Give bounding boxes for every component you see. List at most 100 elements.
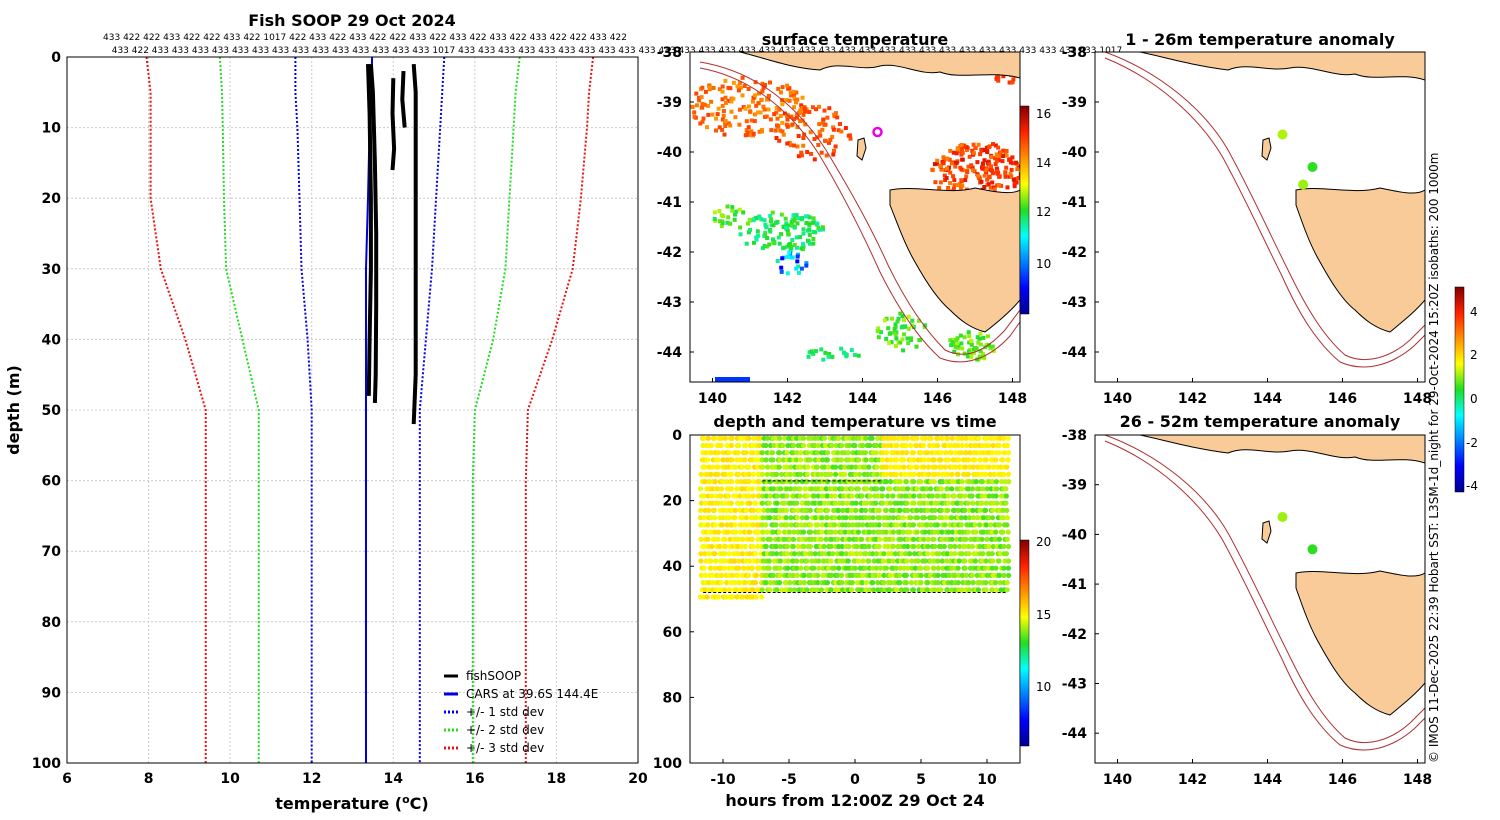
depthtime-point [993, 479, 1000, 485]
depthtime-point [877, 536, 883, 542]
sst-pixel [777, 138, 782, 143]
sst-ytick-label: -40 [657, 145, 683, 161]
depthtime-point [922, 435, 928, 441]
depthtime-point [929, 493, 935, 499]
depthtime-point [718, 565, 724, 571]
depthtime-point [951, 493, 958, 499]
depthtime-point [751, 435, 757, 441]
depthtime-point [965, 500, 971, 506]
anomaly1-xtick-label: 148 [1403, 391, 1432, 407]
depthtime-point [897, 464, 903, 470]
sst-pixel [770, 210, 775, 215]
anomaly2-ytick-label: -39 [1062, 478, 1087, 494]
depthtime-point [842, 471, 848, 477]
depthtime-point [860, 572, 866, 579]
anomaly1-point [1307, 162, 1318, 172]
sst-pixel [879, 330, 883, 335]
depthtime-point [889, 551, 895, 557]
depthtime-point [981, 529, 987, 535]
anomaly2-ytick-label: -42 [1062, 627, 1087, 643]
sst-pixel [817, 104, 822, 109]
depthtime-point [770, 572, 776, 579]
mainland-australia [739, 52, 1020, 79]
sst-pixel [778, 114, 783, 118]
depthtime-point [763, 522, 769, 528]
depthtime-point [774, 500, 780, 506]
sst-pixel [991, 171, 995, 176]
depthtime-point [697, 515, 704, 521]
sst-ytick-label: -44 [657, 345, 683, 361]
depthtime-point [914, 464, 920, 470]
depthtime-point [781, 500, 787, 506]
profile-xtick-label: 8 [144, 771, 154, 787]
depthtime-point [908, 515, 914, 521]
depthtime-point [739, 464, 745, 470]
depthtime-point [859, 507, 865, 513]
profile-title: Fish SOOP 29 Oct 2024 [248, 11, 456, 30]
sst-pixel [694, 103, 699, 108]
sst-pixel [753, 80, 758, 85]
depthtime-point [709, 493, 715, 499]
depthtime-point [823, 536, 829, 542]
depthtime-point [1006, 572, 1012, 579]
sst-pixel [812, 137, 817, 141]
depthtime-point [980, 464, 986, 470]
depthtime-point [1005, 457, 1011, 463]
depthtime-point [752, 457, 759, 463]
sst-pixel [965, 170, 970, 174]
depthtime-point [1005, 435, 1011, 441]
sst-pixel [999, 183, 1004, 188]
sst-pixel [975, 160, 980, 165]
sst-pixel [839, 346, 844, 351]
depthtime-point [959, 572, 966, 579]
sst-pixel [728, 123, 733, 128]
depthtime-point [787, 536, 793, 542]
sst-pixel [721, 113, 726, 118]
depthtime-point [885, 493, 891, 499]
sst-pixel [761, 104, 766, 109]
depthtime-point [1001, 572, 1007, 579]
depthtime-point [846, 522, 852, 528]
depthtime-point [888, 580, 894, 586]
depthtime-point [832, 522, 838, 528]
depthtime-point [997, 551, 1003, 557]
sst-pixel [994, 159, 999, 164]
sst-pixel [838, 122, 842, 126]
depthtime-point [724, 442, 730, 449]
depthtime-point [900, 515, 907, 521]
anomaly1-panel: 1 - 26m temperature anomaly 140 142 144 146… [1062, 30, 1432, 407]
sst-pixel [973, 146, 978, 150]
sst-pixel [791, 213, 796, 218]
depthtime-point [715, 500, 721, 506]
depthtime-point [1005, 471, 1012, 477]
sst-pixel [991, 142, 995, 147]
depthtime-point [794, 565, 800, 571]
depthtime-point [759, 594, 765, 600]
depthtime-point [989, 479, 996, 485]
depthtime-point [931, 565, 937, 571]
depthtime-point [708, 515, 714, 521]
depthtime-point [823, 486, 829, 492]
depthtime-point [898, 500, 905, 506]
sst-pixel [816, 143, 821, 147]
sst-xtick-label: 146 [923, 391, 952, 407]
sst-pixel [971, 151, 976, 156]
sst-ytick-label: -43 [657, 295, 682, 311]
sst-pixel [916, 318, 921, 323]
depthtime-point [764, 435, 771, 441]
depthtime-point [1005, 565, 1012, 571]
sst-pixel [998, 150, 1003, 155]
depthtime-point [846, 479, 852, 485]
sst-pixel [795, 221, 800, 226]
depthtime-point [969, 493, 975, 499]
depthtime-point [1004, 580, 1010, 586]
depthtime-point [938, 457, 944, 463]
depthtime-point [845, 450, 851, 456]
sst-pixel [831, 125, 836, 130]
depthtime-point [883, 565, 890, 571]
sst-pixel [690, 104, 695, 109]
sst-pixel [802, 132, 807, 137]
depthtime-point [746, 471, 752, 477]
depthtime-point [704, 457, 711, 463]
depthtime-point [976, 435, 982, 441]
